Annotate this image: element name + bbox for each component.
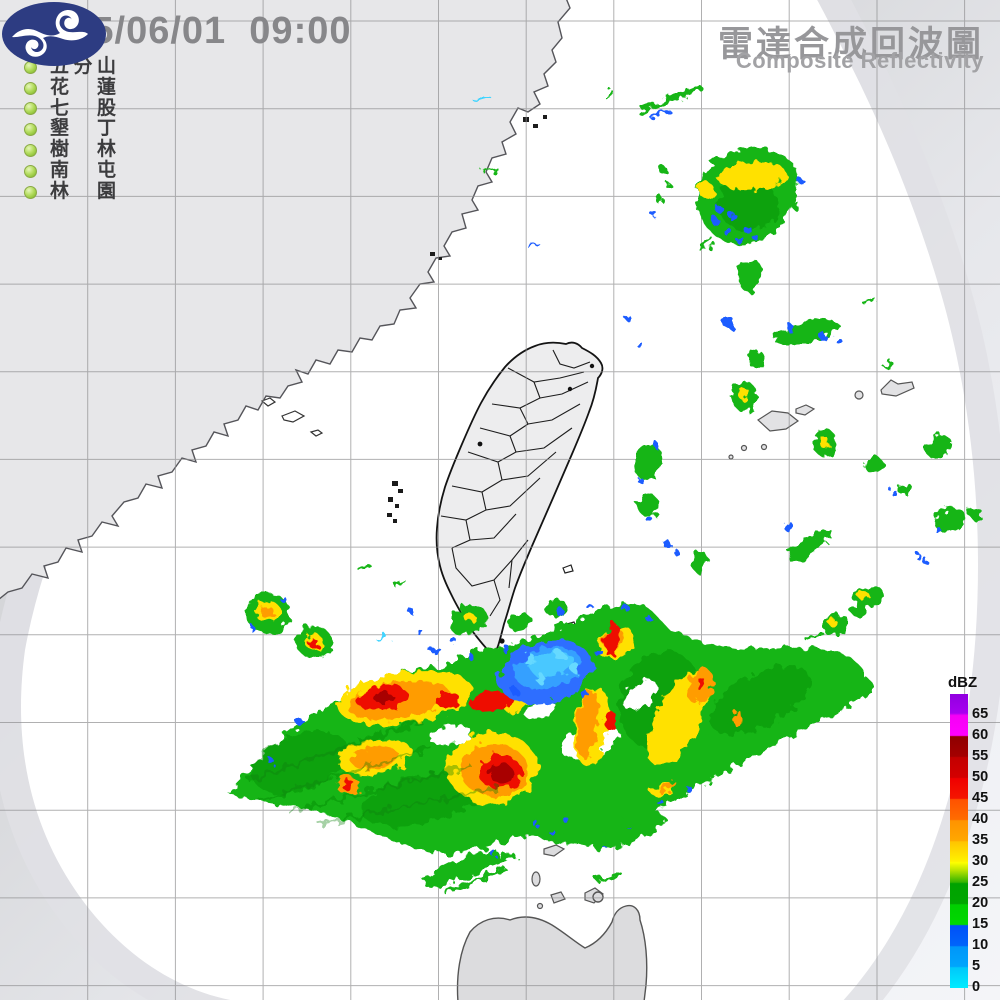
station-status-icon <box>24 81 37 95</box>
radar-echoes <box>230 85 983 894</box>
page-subtitle: Composite Reflectivity <box>735 48 984 73</box>
station-row: 樹林 <box>24 139 116 161</box>
station-row: 林園 <box>24 180 116 203</box>
dbz-colorbar <box>950 694 968 988</box>
station-name: 林園 <box>50 180 116 202</box>
station-status-icon <box>24 185 37 199</box>
station-status-icon <box>24 144 37 158</box>
cwa-logo-icon <box>2 2 106 66</box>
colorbar-tick-labels: 65 60 55 50 45 40 35 30 25 20 15 10 5 0 <box>972 706 989 995</box>
ryukyu-islands <box>728 379 915 460</box>
station-row: 花蓮 <box>24 76 116 99</box>
taiwan-county-borders <box>440 349 591 617</box>
station-status-icon <box>24 164 37 178</box>
station-row: 南屯 <box>24 159 116 182</box>
station-row: 墾丁 <box>24 119 116 140</box>
page-title: 雷達合成回波圖 <box>717 25 984 64</box>
luzon-island <box>456 891 648 1000</box>
station-name: 樹林 <box>50 139 116 161</box>
station-status-icon <box>24 102 37 116</box>
station-name: 南屯 <box>50 159 116 181</box>
colorbar-unit-label: dBZ <box>948 674 978 691</box>
station-name: 花蓮 <box>50 76 116 98</box>
station-name: 七股 <box>50 97 116 119</box>
station-row: 七股 <box>24 97 116 120</box>
station-status-icon <box>24 123 37 137</box>
china-islets <box>260 397 324 437</box>
radar-station-legend: 五分山 花蓮 七股 墾丁 樹林 南屯 林園 <box>24 56 116 203</box>
station-name: 墾丁 <box>50 118 116 140</box>
taiwan-town-dots <box>477 363 595 644</box>
china-coast <box>0 0 571 600</box>
penghu-islands <box>387 481 403 523</box>
landmass-layer <box>0 0 915 1000</box>
